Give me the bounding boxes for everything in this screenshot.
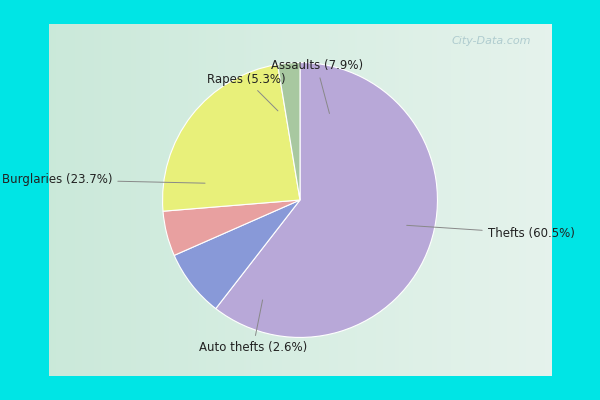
Text: Rapes (5.3%): Rapes (5.3%) [207, 73, 286, 111]
Wedge shape [216, 62, 437, 338]
Wedge shape [163, 200, 300, 255]
Text: Auto thefts (2.6%): Auto thefts (2.6%) [199, 300, 307, 354]
Text: Burglaries (23.7%): Burglaries (23.7%) [2, 173, 205, 186]
Text: Assaults (7.9%): Assaults (7.9%) [271, 60, 363, 114]
Text: City-Data.com: City-Data.com [452, 36, 532, 46]
Text: Thefts (60.5%): Thefts (60.5%) [407, 225, 575, 240]
Wedge shape [163, 64, 300, 211]
Wedge shape [174, 200, 300, 309]
Wedge shape [278, 62, 300, 200]
